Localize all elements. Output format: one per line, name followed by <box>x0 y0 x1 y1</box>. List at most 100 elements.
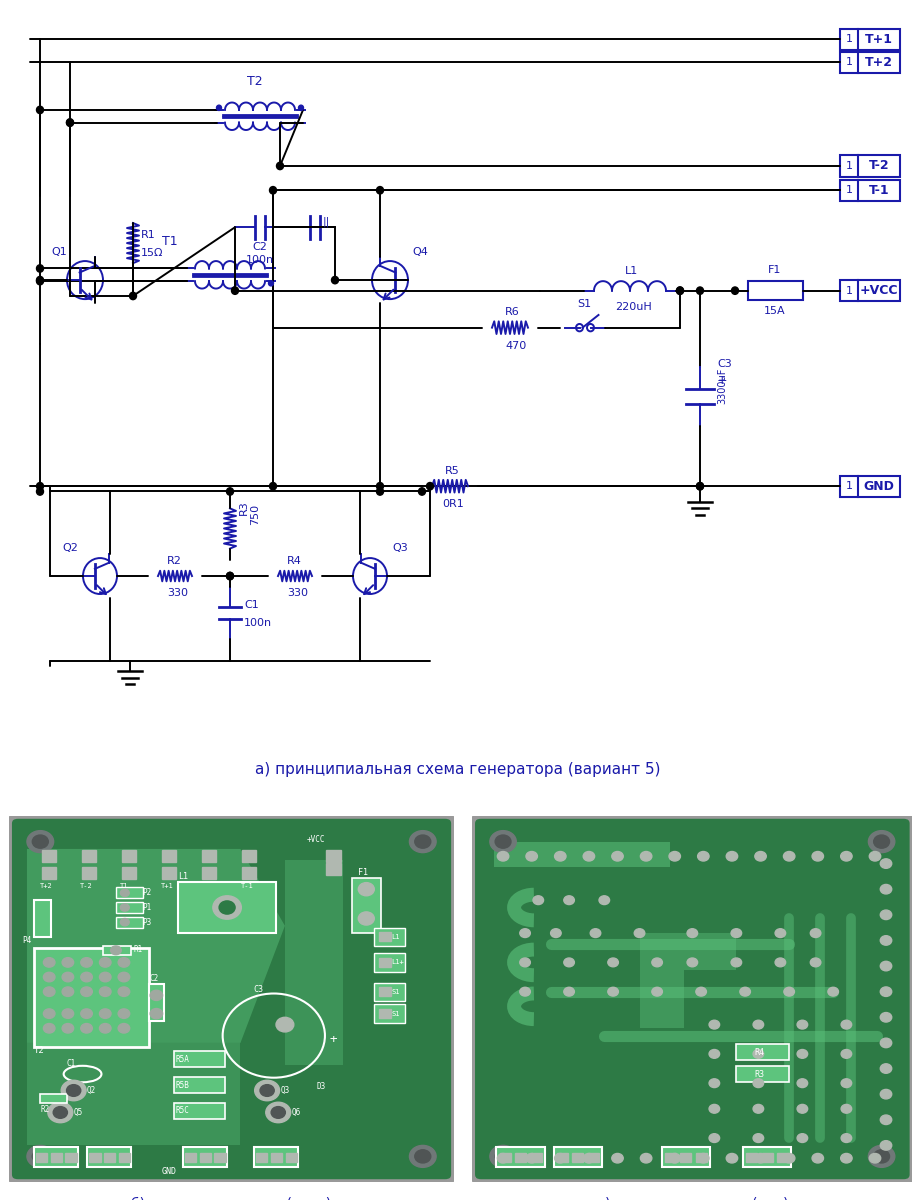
Bar <box>840 155 900 176</box>
Circle shape <box>753 1020 764 1030</box>
Circle shape <box>81 972 93 982</box>
Text: 220uH: 220uH <box>615 301 652 312</box>
Text: T-1: T-1 <box>868 184 889 197</box>
Circle shape <box>775 929 786 937</box>
Circle shape <box>276 1018 293 1032</box>
Circle shape <box>27 830 54 852</box>
Circle shape <box>583 1153 594 1163</box>
Circle shape <box>869 852 880 862</box>
Text: T+2: T+2 <box>40 882 53 888</box>
Circle shape <box>811 929 821 937</box>
Circle shape <box>669 1153 680 1163</box>
Circle shape <box>43 972 55 982</box>
Circle shape <box>880 1090 891 1099</box>
Circle shape <box>697 287 703 294</box>
Circle shape <box>118 1009 129 1019</box>
Bar <box>840 52 900 73</box>
Circle shape <box>880 936 891 946</box>
Circle shape <box>526 852 537 862</box>
Circle shape <box>271 1106 285 1118</box>
Bar <box>380 988 391 996</box>
Circle shape <box>37 276 43 283</box>
Circle shape <box>880 859 891 869</box>
Circle shape <box>495 1150 511 1163</box>
Text: а) принципиальная схема генератора (вариант 5): а) принципиальная схема генератора (вари… <box>255 762 661 776</box>
Circle shape <box>687 958 698 967</box>
Circle shape <box>726 852 737 862</box>
Circle shape <box>426 482 434 490</box>
Bar <box>116 902 143 913</box>
Text: P1: P1 <box>142 902 152 912</box>
Text: 1: 1 <box>845 161 853 170</box>
Circle shape <box>753 1104 764 1114</box>
Bar <box>202 851 216 862</box>
Text: F1: F1 <box>359 869 369 877</box>
Circle shape <box>99 958 111 967</box>
Circle shape <box>640 1153 652 1163</box>
Circle shape <box>62 1024 73 1033</box>
Circle shape <box>43 1024 55 1033</box>
Circle shape <box>841 1153 852 1163</box>
Polygon shape <box>285 860 343 1064</box>
Circle shape <box>490 1145 516 1168</box>
Circle shape <box>129 293 137 300</box>
Circle shape <box>270 186 277 194</box>
Bar <box>762 1153 773 1162</box>
Circle shape <box>270 482 277 490</box>
Circle shape <box>150 1008 162 1019</box>
Bar <box>162 851 176 862</box>
Text: 100n: 100n <box>244 618 272 628</box>
Circle shape <box>67 119 73 126</box>
Circle shape <box>697 482 703 490</box>
Circle shape <box>118 986 129 996</box>
Circle shape <box>62 1009 73 1019</box>
Circle shape <box>880 1013 891 1022</box>
Bar <box>254 1147 298 1168</box>
Bar <box>42 866 56 878</box>
Text: ||: || <box>323 216 330 227</box>
Circle shape <box>880 1141 891 1150</box>
Bar <box>34 1147 78 1168</box>
Bar <box>185 1153 196 1162</box>
Bar <box>531 1153 542 1162</box>
Text: 1: 1 <box>845 286 853 295</box>
Circle shape <box>226 487 234 496</box>
Circle shape <box>828 988 838 996</box>
Bar <box>380 958 391 967</box>
Circle shape <box>726 1153 737 1163</box>
Bar <box>572 1153 583 1162</box>
Text: T-2: T-2 <box>81 882 94 888</box>
Bar <box>173 1103 225 1118</box>
Text: P3: P3 <box>142 918 152 926</box>
Bar <box>665 1153 676 1162</box>
Circle shape <box>111 946 121 955</box>
Text: 750: 750 <box>250 504 260 526</box>
Bar <box>374 1004 405 1022</box>
Text: +VCC: +VCC <box>307 835 326 845</box>
Circle shape <box>874 835 889 848</box>
Text: GND: GND <box>161 1168 177 1176</box>
Bar <box>149 984 164 1021</box>
Bar <box>840 475 900 497</box>
Circle shape <box>255 1080 280 1100</box>
Text: R5A: R5A <box>176 1055 190 1064</box>
Circle shape <box>62 972 73 982</box>
Text: R3: R3 <box>754 1069 764 1079</box>
Circle shape <box>359 883 374 895</box>
Bar <box>500 1153 511 1162</box>
Circle shape <box>583 852 594 862</box>
Text: L1+: L1+ <box>392 960 404 965</box>
Circle shape <box>120 889 129 896</box>
Circle shape <box>697 482 703 490</box>
Circle shape <box>120 904 129 911</box>
Circle shape <box>652 988 662 996</box>
Circle shape <box>783 1153 795 1163</box>
Circle shape <box>732 287 738 294</box>
Circle shape <box>62 986 73 996</box>
Text: R5: R5 <box>445 466 459 475</box>
Text: S1: S1 <box>577 299 591 308</box>
Circle shape <box>797 1020 808 1030</box>
Circle shape <box>784 988 794 996</box>
Text: T-1: T-1 <box>240 882 253 888</box>
Text: T1: T1 <box>120 882 129 888</box>
